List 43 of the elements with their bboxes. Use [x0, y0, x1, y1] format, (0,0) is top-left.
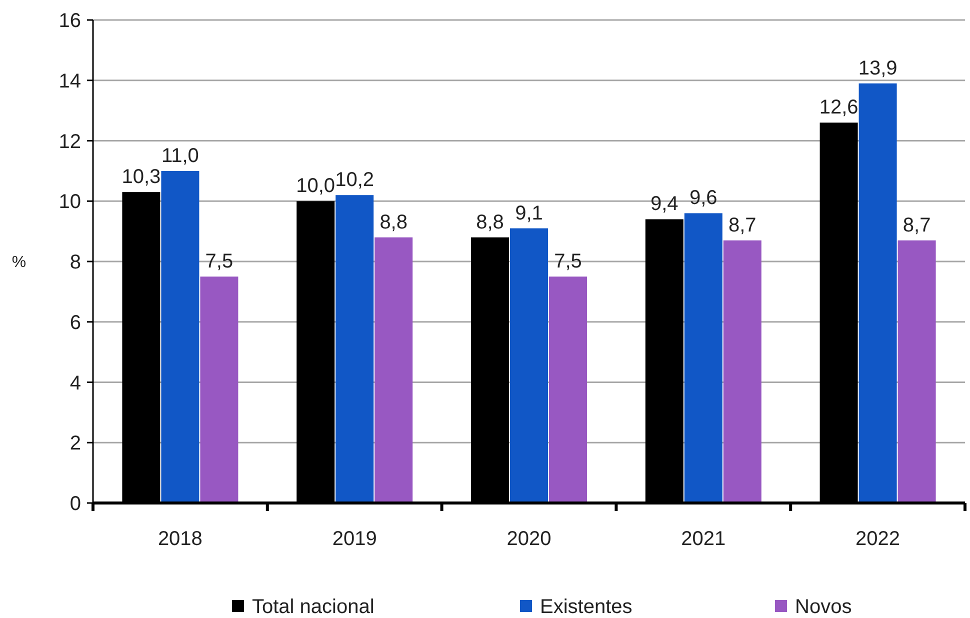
data-label: 12,6 — [819, 96, 858, 119]
data-label: 9,1 — [515, 202, 543, 224]
bar — [898, 240, 936, 503]
y-axis-title: % — [12, 254, 26, 272]
y-tick-label: 16 — [58, 10, 81, 32]
data-label: 9,4 — [650, 193, 678, 216]
data-label: 10,3 — [122, 166, 161, 188]
x-tick-label: 2022 — [856, 528, 900, 550]
data-label: 8,7 — [902, 214, 931, 236]
bar — [510, 228, 548, 503]
x-tick-label: 2020 — [506, 528, 552, 550]
data-label: 13,9 — [858, 57, 898, 80]
y-tick-label: 10 — [58, 191, 81, 214]
bar — [161, 170, 200, 503]
y-tick-label: 12 — [58, 130, 81, 153]
y-tick-label: 14 — [58, 70, 81, 92]
data-label: 7,5 — [205, 250, 234, 273]
bar — [723, 240, 762, 503]
data-label: 11,0 — [161, 144, 199, 167]
y-tick-label: 8 — [70, 252, 81, 274]
data-label: 7,5 — [554, 250, 582, 273]
y-tick-label: 4 — [70, 372, 81, 394]
y-tick-label: 2 — [70, 432, 81, 455]
legend-label: Existentes — [540, 596, 632, 618]
bar — [374, 237, 413, 503]
data-label: 8,8 — [380, 211, 408, 234]
x-tick-label: 2021 — [681, 528, 726, 550]
y-tick-label: 0 — [70, 493, 81, 515]
x-tick-label: 2019 — [332, 528, 377, 550]
data-label: 10,2 — [335, 169, 374, 192]
legend-label: Novos — [795, 596, 852, 618]
data-label: 8,7 — [728, 214, 756, 236]
bar — [549, 276, 587, 503]
bar — [858, 83, 897, 503]
bar — [336, 195, 374, 503]
y-tick-label: 6 — [70, 312, 81, 334]
legend-label: Total nacional — [252, 596, 374, 618]
data-label: 10,0 — [296, 175, 336, 198]
bar — [684, 213, 722, 503]
bar — [200, 276, 238, 503]
data-label: 8,8 — [476, 211, 504, 234]
data-label: 9,6 — [689, 187, 718, 210]
x-tick-label: 2018 — [158, 528, 202, 550]
